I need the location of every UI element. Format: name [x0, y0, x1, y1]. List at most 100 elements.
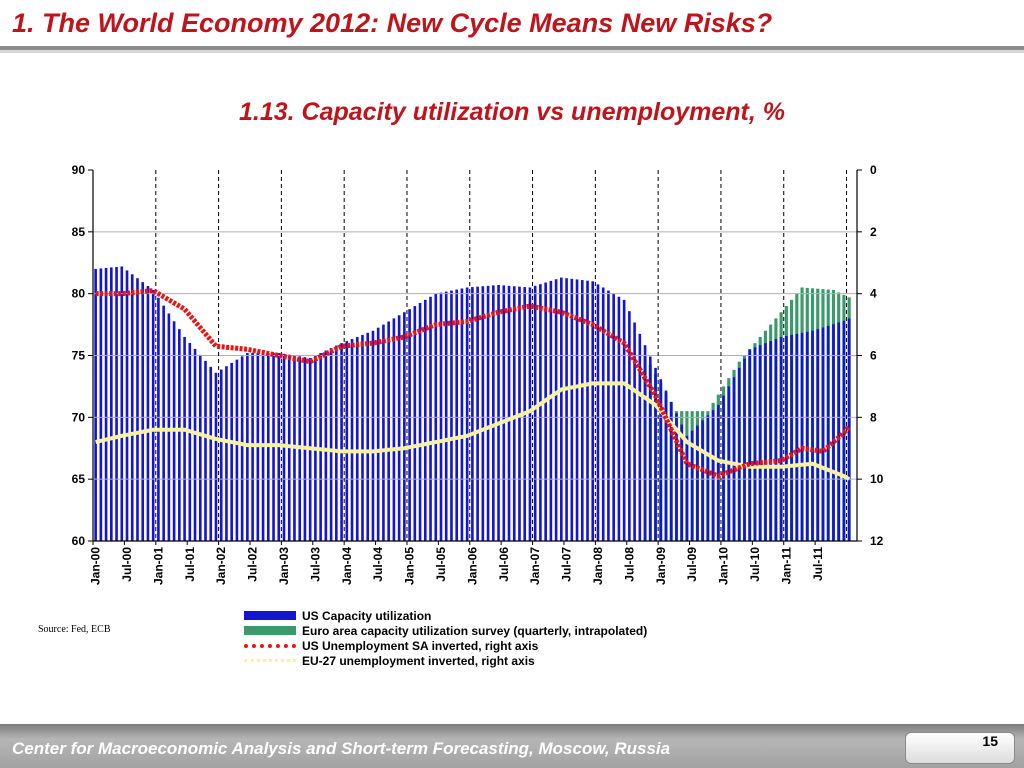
- bar-us-capacity: [99, 268, 103, 541]
- x-tick-label: Jul-03: [308, 547, 322, 582]
- y-left-tick-label: 60: [72, 534, 86, 548]
- bar-us-capacity: [465, 287, 469, 541]
- bar-us-capacity: [408, 309, 411, 542]
- bar-us-capacity: [204, 360, 207, 541]
- x-tick-label: Jul-01: [183, 547, 197, 582]
- bar-us-capacity: [319, 353, 322, 541]
- bar-us-capacity: [167, 313, 171, 541]
- bar-us-capacity: [748, 349, 752, 541]
- bar-us-capacity: [240, 356, 244, 541]
- bar-us-capacity: [439, 292, 443, 541]
- bar-us-capacity: [146, 286, 150, 541]
- bar-us-capacity: [769, 341, 772, 541]
- bar-us-capacity: [209, 366, 213, 541]
- bar-us-capacity: [790, 334, 793, 541]
- line-us-unemployment: [95, 288, 852, 479]
- bar-us-capacity: [633, 322, 636, 541]
- bar-us-capacity: [795, 333, 799, 541]
- legend-item-euro-capacity: Euro area capacity utilization survey (q…: [244, 623, 647, 638]
- bar-us-capacity: [361, 334, 364, 541]
- y-left-tick-label: 85: [72, 225, 86, 239]
- y-right-tick-label: 4: [870, 287, 877, 301]
- bar-us-capacity: [549, 280, 553, 541]
- bar-us-capacity: [162, 305, 165, 541]
- bar-us-capacity: [178, 329, 181, 541]
- bar-us-capacity: [214, 372, 218, 541]
- y-right-tick-label: 0: [870, 163, 877, 177]
- bar-us-capacity: [685, 435, 689, 541]
- bar-us-capacity: [460, 288, 464, 541]
- legend-item-us-capacity: US Capacity utilization: [244, 608, 647, 623]
- bar-us-capacity: [136, 278, 139, 541]
- legend-label-eu-unemployment: EU-27 unemployment inverted, right axis: [302, 653, 535, 668]
- bar-us-capacity: [235, 359, 239, 541]
- x-tick-label: Jan-08: [591, 547, 605, 585]
- header-divider: [0, 46, 1024, 50]
- bar-us-capacity: [774, 339, 778, 541]
- legend-label-us-capacity: US Capacity utilization: [302, 608, 432, 623]
- bar-us-capacity: [507, 285, 511, 541]
- y-left-tick-label: 65: [72, 472, 86, 486]
- bar-us-capacity: [225, 366, 228, 541]
- x-tick-label: Jul-11: [811, 547, 825, 581]
- bar-us-capacity: [758, 345, 762, 541]
- bar-us-capacity: [690, 430, 694, 541]
- bar-us-capacity: [628, 311, 631, 541]
- bar-us-capacity: [115, 266, 118, 541]
- x-tick-label: Jan-11: [779, 547, 793, 585]
- bar-us-capacity: [413, 306, 417, 541]
- bar-us-capacity: [832, 324, 835, 541]
- bar-us-capacity: [392, 318, 396, 541]
- bar-us-capacity: [539, 284, 542, 541]
- bar-us-capacity: [528, 287, 532, 541]
- bar-us-capacity: [737, 367, 741, 541]
- bar-us-capacity: [785, 335, 788, 541]
- bar-us-capacity: [622, 299, 626, 541]
- bar-us-capacity: [580, 280, 584, 541]
- bar-us-capacity: [764, 343, 767, 541]
- chart-title: 1.13. Capacity utilization vs unemployme…: [239, 98, 785, 126]
- footer-organization: Center for Macroeconomic Analysis and Sh…: [12, 739, 671, 758]
- bar-us-capacity: [664, 390, 668, 541]
- bar-us-capacity: [387, 321, 390, 541]
- x-tick-label: Jan-07: [528, 547, 542, 585]
- bar-us-capacity: [722, 395, 725, 541]
- y-left-tick-label: 80: [72, 287, 86, 301]
- bar-us-capacity: [643, 345, 647, 541]
- x-tick-label: Jan-00: [89, 547, 103, 585]
- legend-item-eu-unemployment: EU-27 unemployment inverted, right axis: [244, 653, 647, 668]
- legend-swatch-us-unemployment: [244, 643, 296, 648]
- bar-us-capacity: [800, 332, 804, 541]
- legend-swatch-euro-capacity: [244, 626, 296, 635]
- bar-us-capacity: [544, 282, 547, 541]
- source-note: Source: Fed, ECB: [38, 624, 111, 635]
- y-right-tick-label: 2: [870, 225, 877, 239]
- legend-swatch-eu-unemployment: [244, 659, 296, 662]
- bar-us-capacity: [601, 287, 605, 541]
- bar-us-capacity: [575, 279, 579, 541]
- bar-us-capacity: [230, 362, 233, 541]
- bar-us-capacity: [444, 291, 448, 541]
- bar-us-capacity: [659, 379, 663, 541]
- x-tick-label: Jan-03: [277, 547, 291, 585]
- x-tick-label: Jul-08: [622, 547, 636, 582]
- bar-us-capacity: [324, 350, 328, 541]
- bar-us-capacity: [471, 287, 474, 541]
- bar-us-capacity: [669, 401, 673, 542]
- bar-us-capacity: [596, 284, 600, 541]
- bar-us-capacity: [429, 296, 432, 541]
- x-tick-label: Jan-06: [465, 547, 479, 585]
- page-number: 15: [905, 732, 1015, 764]
- legend-swatch-us-capacity: [244, 611, 296, 620]
- bar-us-capacity: [110, 267, 113, 541]
- y-right-tick-label: 12: [870, 534, 884, 548]
- bar-us-capacity: [104, 267, 108, 541]
- bar-us-capacity: [355, 336, 359, 541]
- x-tick-label: Jul-04: [371, 547, 385, 582]
- bar-us-capacity: [638, 333, 642, 541]
- bar-us-capacity: [376, 327, 380, 541]
- bar-us-capacity: [743, 358, 746, 541]
- bar-us-capacity: [717, 404, 720, 541]
- bar-us-capacity: [533, 285, 537, 541]
- x-tick-label: Jul-07: [560, 547, 574, 582]
